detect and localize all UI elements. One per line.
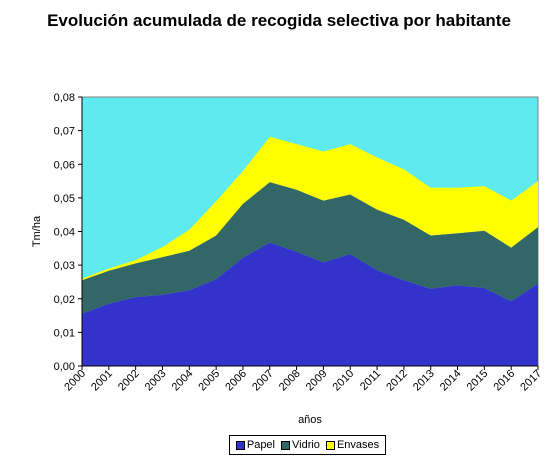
y-tick-label: 0,00 — [54, 361, 75, 373]
area-vidrio — [82, 182, 538, 314]
x-tick-label: 2007 — [250, 368, 276, 394]
x-tick-label: 2008 — [277, 368, 303, 394]
legend-label-vidrio: Vidrio — [292, 439, 320, 451]
x-tick-label: 2011 — [358, 368, 383, 393]
x-tick-label: 2012 — [384, 368, 410, 394]
x-tick-label: 2001 — [89, 368, 115, 394]
x-tick-label: 2003 — [143, 368, 169, 394]
legend: Papel Vidrio Envases — [229, 435, 386, 455]
legend-swatch-papel — [235, 440, 245, 450]
area-papel — [82, 242, 538, 366]
y-tick-label: 0,06 — [54, 159, 75, 171]
y-tick-label: 0,08 — [54, 92, 75, 104]
x-tick-label: 2006 — [223, 368, 249, 394]
y-tick-label: 0,07 — [54, 126, 75, 138]
y-tick-label: 0,02 — [54, 294, 75, 306]
legend-swatch-envases — [325, 440, 335, 450]
x-tick-label: 2009 — [304, 368, 330, 394]
chart-title: Evolución acumulada de recogida selectiv… — [47, 11, 511, 30]
x-tick-label: 2017 — [518, 368, 544, 394]
x-tick-label: 2004 — [170, 368, 196, 394]
y-axis-title: Tm/ha — [31, 215, 43, 247]
x-tick-label: 2016 — [491, 368, 517, 394]
legend-item-envases: Envases — [325, 439, 380, 451]
y-tick-label: 0,05 — [54, 193, 75, 205]
y-tick-label: 0,04 — [54, 227, 75, 239]
x-tick-label: 2005 — [196, 368, 222, 394]
x-tick-label: 2002 — [116, 368, 142, 394]
y-tick-label: 0,03 — [54, 260, 75, 272]
x-tick-label: 2013 — [411, 368, 437, 394]
area-envases — [82, 136, 538, 281]
x-tick-label: 2010 — [331, 368, 357, 394]
y-tick-label: 0,01 — [54, 327, 75, 339]
x-tick-label: 2015 — [465, 368, 491, 394]
x-tick-label: 2014 — [438, 368, 464, 394]
x-axis-title: años — [298, 414, 322, 426]
legend-item-papel: Papel — [235, 439, 275, 451]
legend-label-papel: Papel — [246, 439, 275, 451]
legend-label-envases: Envases — [336, 439, 380, 451]
legend-item-vidrio: Vidrio — [281, 439, 320, 451]
legend-swatch-vidrio — [281, 440, 290, 450]
